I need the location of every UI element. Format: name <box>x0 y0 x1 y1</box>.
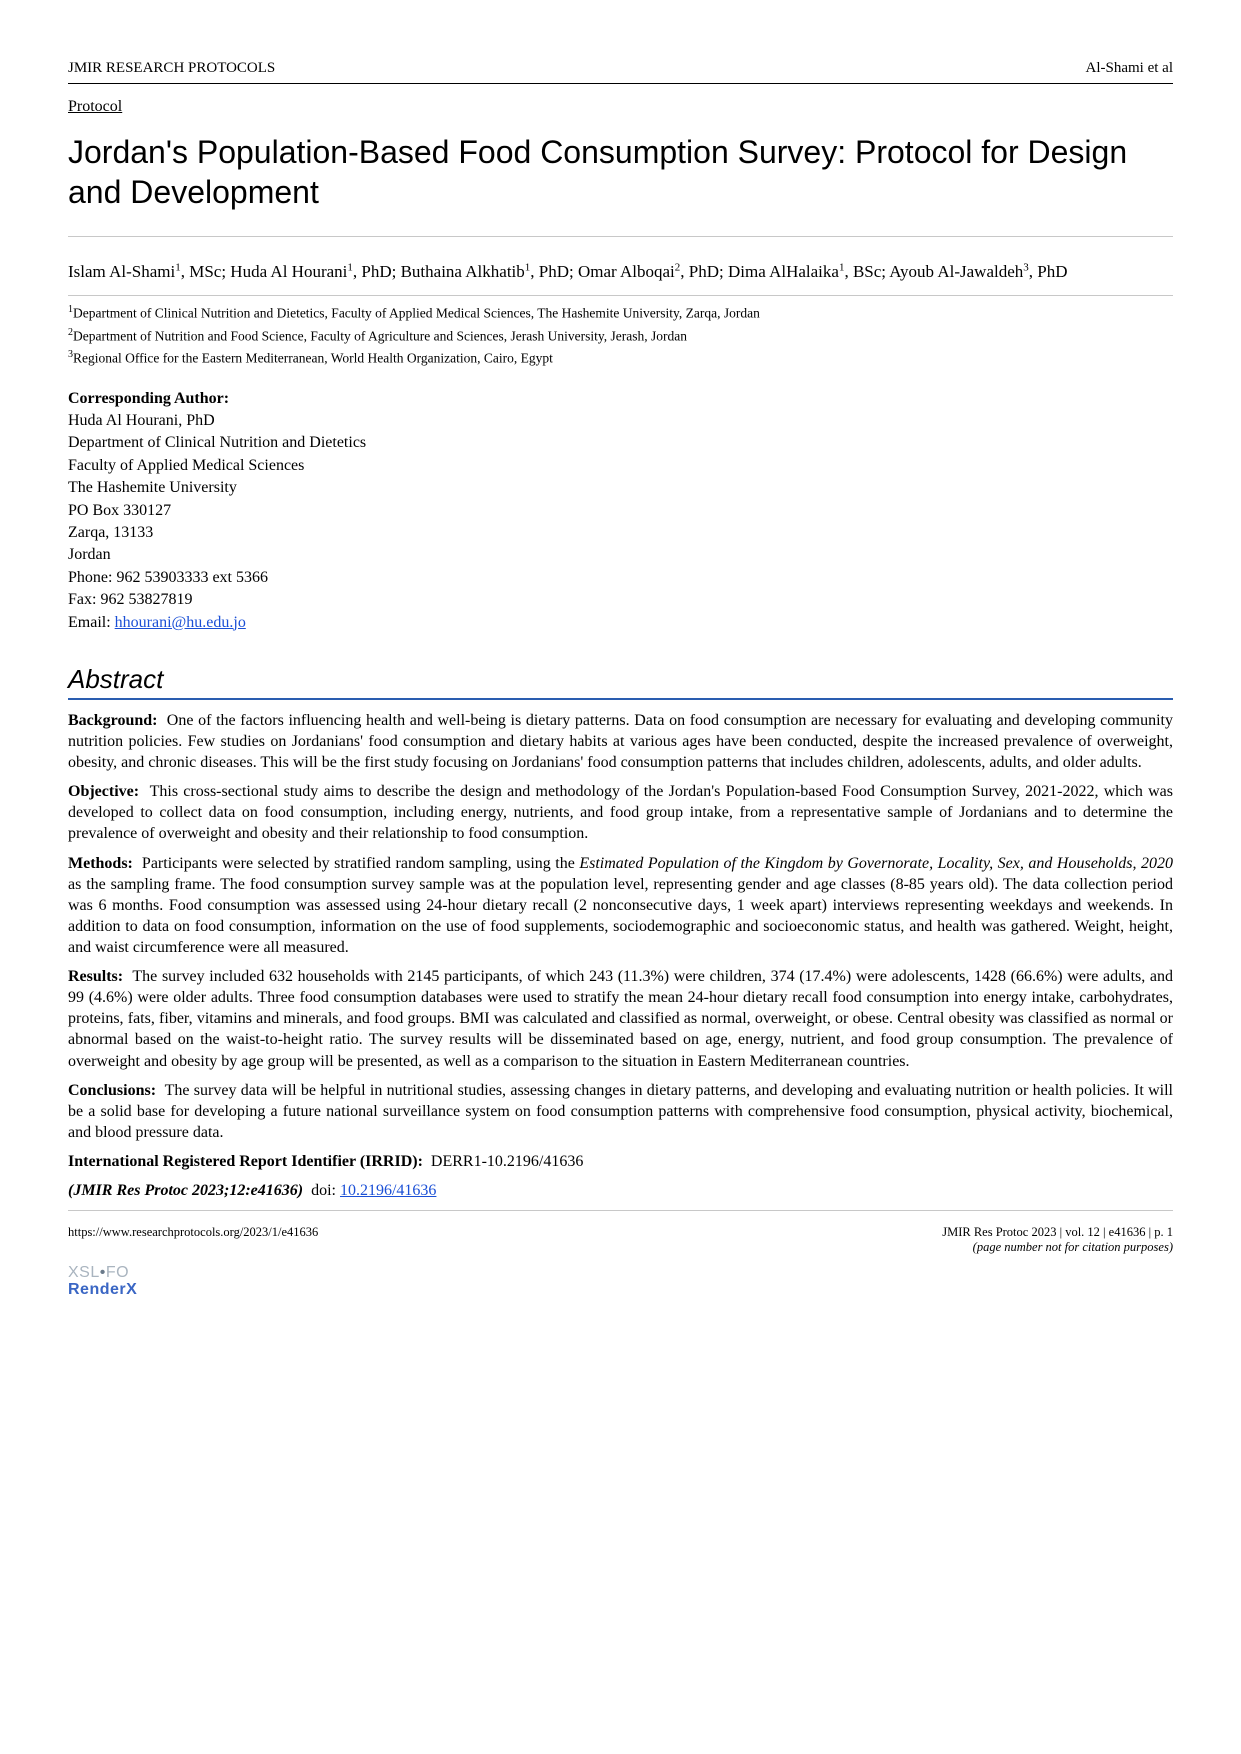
affiliations: 1Department of Clinical Nutrition and Di… <box>68 302 1173 369</box>
abstract-section: Background: One of the factors influenci… <box>68 710 1173 773</box>
doi-link[interactable]: 10.2196/41636 <box>340 1182 436 1199</box>
corresponding-label: Corresponding Author: <box>68 388 1173 410</box>
page-footer: https://www.researchprotocols.org/2023/1… <box>68 1225 1173 1299</box>
header-rule <box>68 83 1173 84</box>
running-header: JMIR RESEARCH PROTOCOLS Al-Shami et al <box>68 60 1173 77</box>
corresponding-line: Jordan <box>68 544 1173 566</box>
abstract-heading: Abstract <box>68 664 1173 700</box>
author-list: Islam Al-Shami1, MSc; Huda Al Hourani1, … <box>68 259 1173 285</box>
footer-citation: JMIR Res Protoc 2023 | vol. 12 | e41636 … <box>942 1225 1173 1240</box>
corresponding-line: The Hashemite University <box>68 477 1173 499</box>
corresponding-line: Faculty of Applied Medical Sciences <box>68 455 1173 477</box>
abstract-section: Results: The survey included 632 househo… <box>68 966 1173 1072</box>
email-label: Email: <box>68 614 115 631</box>
running-head-authors: Al-Shami et al <box>1086 60 1173 77</box>
corresponding-author: Corresponding Author: Huda Al Hourani, P… <box>68 388 1173 634</box>
abstract-body: Background: One of the factors influenci… <box>68 710 1173 1172</box>
authors-rule <box>68 295 1173 296</box>
footer-rule <box>68 1210 1173 1211</box>
title-rule <box>68 236 1173 237</box>
renderx-fo: FO <box>106 1264 129 1281</box>
citation-journal: (JMIR Res Protoc 2023;12:e41636) <box>68 1182 303 1199</box>
corresponding-line: Fax: 962 53827819 <box>68 589 1173 611</box>
footer-url: https://www.researchprotocols.org/2023/1… <box>68 1225 318 1255</box>
footer-note: (page number not for citation purposes) <box>942 1240 1173 1255</box>
renderx-logo: XSL•FO RenderX <box>68 1265 1173 1299</box>
corresponding-line: Phone: 962 53903333 ext 5366 <box>68 567 1173 589</box>
journal-name: JMIR RESEARCH PROTOCOLS <box>68 60 275 77</box>
corresponding-line: Department of Clinical Nutrition and Die… <box>68 432 1173 454</box>
renderx-xsl: XSL <box>68 1264 100 1281</box>
abstract-section: Methods: Participants were selected by s… <box>68 853 1173 959</box>
abstract-section: Objective: This cross-sectional study ai… <box>68 781 1173 844</box>
corresponding-email-link[interactable]: hhourani@hu.edu.jo <box>115 614 246 631</box>
abstract-section: International Registered Report Identifi… <box>68 1151 1173 1172</box>
corresponding-line: Zarqa, 13133 <box>68 522 1173 544</box>
renderx-name: RenderX <box>68 1282 1173 1299</box>
affiliation: 2Department of Nutrition and Food Scienc… <box>68 325 1173 347</box>
corresponding-email-row: Email: hhourani@hu.edu.jo <box>68 612 1173 634</box>
doi-label: doi: <box>311 1182 340 1199</box>
corresponding-line: PO Box 330127 <box>68 500 1173 522</box>
affiliation: 1Department of Clinical Nutrition and Di… <box>68 302 1173 324</box>
article-type: Protocol <box>68 98 1173 116</box>
citation: (JMIR Res Protoc 2023;12:e41636) doi: 10… <box>68 1182 1173 1200</box>
affiliation: 3Regional Office for the Eastern Mediter… <box>68 347 1173 369</box>
abstract-section: Conclusions: The survey data will be hel… <box>68 1080 1173 1143</box>
article-title: Jordan's Population-Based Food Consumpti… <box>68 132 1173 212</box>
corresponding-line: Huda Al Hourani, PhD <box>68 410 1173 432</box>
